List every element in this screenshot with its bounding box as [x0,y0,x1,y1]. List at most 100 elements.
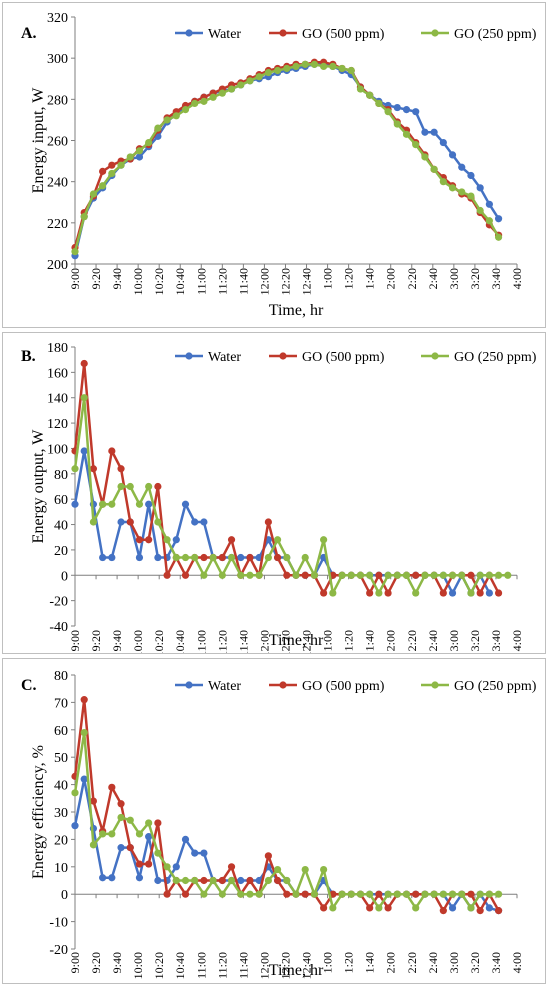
data-point [448,571,457,579]
data-point [117,518,125,526]
x-tick-label: 11:00 [194,268,208,295]
y-axis-label: Energy input, W [30,87,47,194]
x-tick-label: 3:00 [447,952,461,973]
legend-swatch-marker [279,29,287,37]
data-point [283,571,291,579]
data-point [246,77,254,85]
x-tick-label: 10:00 [131,952,145,979]
series-line [73,449,491,595]
x-tick-label: 2:00 [384,268,398,289]
data-point [347,890,355,898]
panel-label: C. [21,677,37,694]
data-point [135,874,144,882]
data-point [135,153,144,161]
x-tick-label: 3:40 [489,952,503,973]
x-tick-label: 1:40 [363,268,377,289]
data-point [181,876,190,885]
y-tick-label: 60 [54,724,68,739]
data-point [320,62,328,70]
y-tick-label: 180 [47,341,68,356]
legend-label: GO (250 ppm) [454,27,537,42]
data-point [366,890,374,898]
x-tick-label: 1:20 [342,268,356,289]
data-point [329,589,337,597]
data-point [448,904,457,912]
x-tick-label: 12:40 [300,268,314,295]
data-point [191,876,199,885]
data-point [237,876,245,885]
data-point [108,874,116,882]
data-point [135,860,144,868]
data-point [218,890,226,898]
data-point [80,359,88,368]
data-point [494,215,503,223]
data-point [135,500,144,508]
panel-a: A. 200 220 240 260 280 300 320 9:00 9:20 9:40 10:00… [2,2,546,328]
series-line [73,396,508,595]
data-point [99,830,107,838]
y-tick-label: 300 [47,52,68,67]
data-point [412,108,420,116]
x-tick-label: 2:00 [384,630,398,651]
legend-label: Water [208,679,241,694]
data-point [117,161,125,169]
legend-label: Water [208,27,241,42]
data-point [421,128,429,136]
data-point [154,819,162,827]
data-point [273,66,282,75]
data-point [71,822,79,830]
data-point [227,536,236,544]
data-point [80,213,88,221]
data-point [154,876,162,885]
data-point [117,465,125,473]
data-point [494,589,503,597]
data-point [467,589,475,597]
data-point [237,890,245,898]
legend-swatch-marker [431,29,439,37]
x-tick-label: 10:20 [152,630,166,653]
y-tick-label: 80 [54,468,68,483]
data-point [255,571,263,579]
data-point [246,876,254,885]
data-point [108,161,116,169]
data-point [301,60,309,68]
y-tick-label: 100 [47,442,68,457]
y-tick-label: -40 [49,620,68,635]
data-point [71,248,79,256]
data-point [393,571,401,579]
data-point [430,571,438,579]
data-point [283,64,291,73]
data-point [237,571,245,579]
data-point [467,571,475,579]
data-point [117,844,125,852]
data-point [246,890,254,898]
panel-label: B. [21,348,36,365]
x-tick-label: 11:20 [215,952,229,979]
y-tick-label: 260 [47,135,68,150]
y-tick-label: 320 [47,11,68,26]
data-point [191,99,199,108]
data-point [458,890,466,898]
data-point [237,553,245,562]
legend-label: GO (500 ppm) [302,350,385,365]
data-point [412,141,420,149]
data-point [310,890,319,898]
data-point [494,907,503,915]
data-point [393,120,401,128]
data-point [71,465,79,473]
x-tick-label: 12:20 [278,268,292,295]
y-tick-label: 0 [61,888,68,903]
data-point [292,890,300,898]
data-point [163,863,171,871]
data-point [99,553,107,562]
data-point [301,865,309,874]
data-point [126,518,134,526]
data-point [209,876,217,885]
x-tick-label: 12:20 [278,952,292,979]
y-tick-label: 70 [54,696,68,711]
data-point [448,890,457,898]
data-point [384,890,392,898]
data-point [80,696,88,704]
data-point [439,890,447,898]
legend-label: GO (250 ppm) [454,679,537,694]
